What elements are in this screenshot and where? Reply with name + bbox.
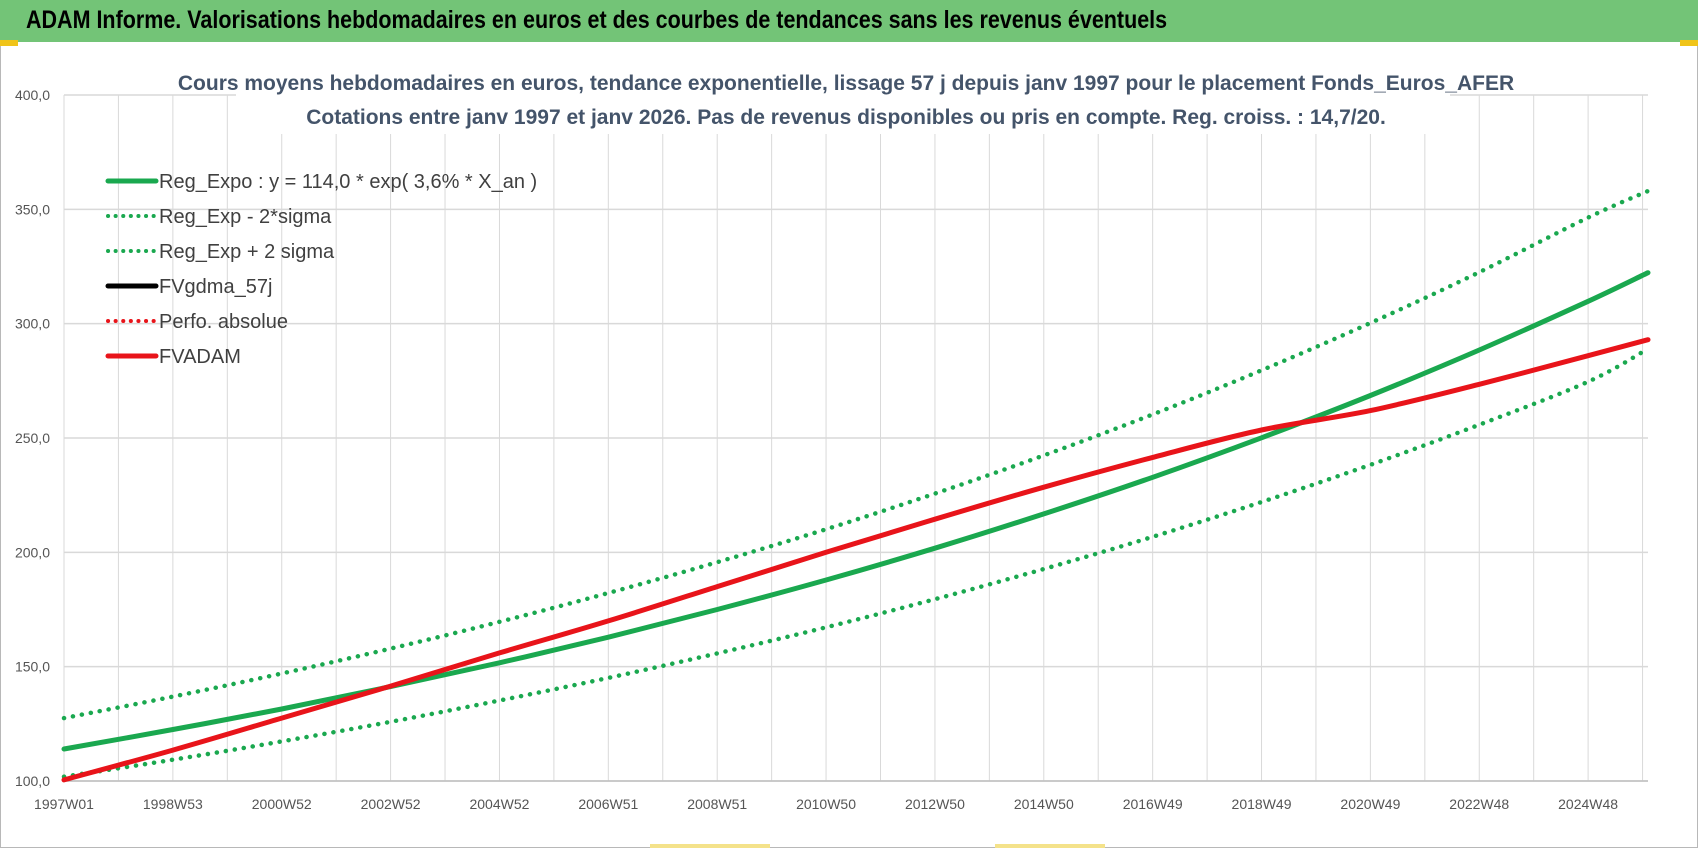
legend-label-1: Reg_Exp - 2*sigma [159,206,332,228]
series-layer [61,188,1651,783]
left-corner-marker [0,40,18,46]
bottom-handle-right [995,844,1105,848]
axis-layer: 100,0 150,0 200,0 250,0 300,0 350,0 400,0 1997W… [15,87,1648,812]
series-line-5 [61,337,1651,783]
y-tick-label: 200,0 [15,544,50,560]
series-line-0 [61,270,1651,752]
y-tick-label: 100,0 [15,773,50,789]
chart-title-background [236,66,1450,134]
series-line-1 [61,346,1651,779]
legend-label-3: FVgdma_57j [159,276,272,298]
x-tick-label: 2016W49 [1123,796,1183,812]
x-tick-label: 2000W52 [252,796,312,812]
chart-title-line-2: Cotations entre janv 1997 et janv 2026. … [306,106,1386,129]
x-tick-label: 2002W52 [361,796,421,812]
right-corner-marker [1680,40,1698,46]
legend-label-5: FVADAM [159,346,241,368]
legend-label-2: Reg_Exp + 2 sigma [159,241,335,263]
grid-layer [63,94,1648,782]
x-tick-label: 2010W50 [796,796,856,812]
series-line-2 [61,188,1651,721]
x-tick-label: 2024W48 [1558,796,1618,812]
chart-title-block: Cours moyens hebdomadaires en euros, ten… [178,66,1514,134]
x-tick-label: 2006W51 [578,796,638,812]
page-title: ADAM Informe. Valorisations hebdomadaire… [26,6,1168,34]
y-tick-label: 300,0 [15,316,50,332]
chart-title-line-1: Cours moyens hebdomadaires en euros, ten… [178,72,1514,95]
chart-legend: Reg_Expo : y = 114,0 * exp( 3,6% * X_an … [105,171,537,368]
y-tick-label: 350,0 [15,201,50,217]
x-tick-label: 2020W49 [1340,796,1400,812]
x-tick-label: 2012W50 [905,796,965,812]
y-tick-label: 400,0 [15,87,50,103]
x-tick-label: 2004W52 [469,796,529,812]
y-tick-label: 250,0 [15,430,50,446]
x-tick-label: 1998W53 [143,796,203,812]
bottom-handle-left [650,844,770,848]
title-banner: ADAM Informe. Valorisations hebdomadaire… [0,0,1698,42]
x-tick-label: 2018W49 [1232,796,1292,812]
y-tick-label: 150,0 [15,659,50,675]
x-tick-label: 2014W50 [1014,796,1074,812]
legend-label-0: Reg_Expo : y = 114,0 * exp( 3,6% * X_an … [159,171,537,193]
x-tick-label: 2008W51 [687,796,747,812]
x-tick-label: 1997W01 [34,796,94,812]
x-tick-label: 2022W48 [1449,796,1509,812]
legend-label-4: Perfo. absolue [159,311,288,333]
